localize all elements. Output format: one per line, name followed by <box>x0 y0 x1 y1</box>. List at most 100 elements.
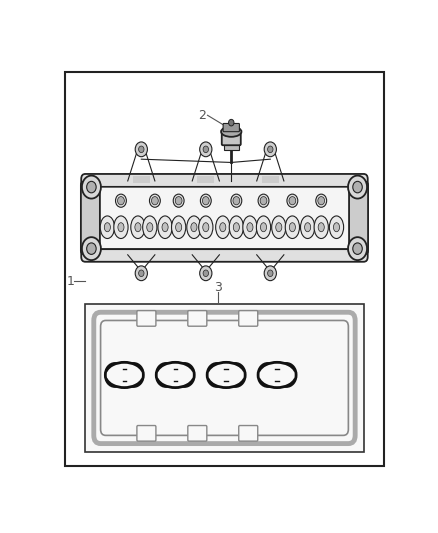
Circle shape <box>156 364 175 386</box>
Ellipse shape <box>261 223 267 232</box>
Ellipse shape <box>135 223 141 232</box>
Circle shape <box>202 197 209 205</box>
Ellipse shape <box>116 194 127 207</box>
FancyBboxPatch shape <box>188 311 207 326</box>
Ellipse shape <box>304 223 311 232</box>
Ellipse shape <box>256 216 271 238</box>
Circle shape <box>289 197 296 205</box>
Ellipse shape <box>300 216 315 238</box>
Ellipse shape <box>131 216 145 238</box>
Bar <box>268 364 286 386</box>
Circle shape <box>348 237 367 260</box>
Ellipse shape <box>172 216 186 238</box>
Bar <box>262 175 279 183</box>
FancyBboxPatch shape <box>239 425 258 441</box>
Ellipse shape <box>247 223 253 232</box>
Circle shape <box>117 197 124 205</box>
Circle shape <box>229 119 234 126</box>
Ellipse shape <box>162 223 168 232</box>
Circle shape <box>226 364 245 386</box>
Ellipse shape <box>176 223 182 232</box>
Ellipse shape <box>285 216 300 238</box>
Bar <box>115 364 134 386</box>
Ellipse shape <box>100 216 114 238</box>
Ellipse shape <box>114 216 128 238</box>
Circle shape <box>264 266 276 281</box>
Circle shape <box>268 146 273 152</box>
Circle shape <box>203 146 208 152</box>
Circle shape <box>200 266 212 281</box>
Ellipse shape <box>173 194 184 207</box>
FancyBboxPatch shape <box>137 425 156 441</box>
Circle shape <box>207 364 226 386</box>
Circle shape <box>135 266 148 281</box>
Ellipse shape <box>220 223 226 232</box>
Circle shape <box>277 364 296 386</box>
Circle shape <box>87 243 96 254</box>
Circle shape <box>105 364 124 386</box>
Bar <box>217 364 236 386</box>
Ellipse shape <box>333 223 339 232</box>
FancyBboxPatch shape <box>101 320 348 435</box>
FancyBboxPatch shape <box>81 174 368 262</box>
Circle shape <box>175 364 194 386</box>
Circle shape <box>260 197 267 205</box>
Ellipse shape <box>272 216 286 238</box>
Ellipse shape <box>149 194 160 207</box>
Circle shape <box>124 364 143 386</box>
Text: 2: 2 <box>198 109 206 122</box>
Circle shape <box>318 197 325 205</box>
Ellipse shape <box>187 216 201 238</box>
Circle shape <box>82 175 101 199</box>
Bar <box>197 175 214 183</box>
Ellipse shape <box>276 223 282 232</box>
FancyBboxPatch shape <box>349 182 368 254</box>
Circle shape <box>348 175 367 199</box>
Circle shape <box>258 364 277 386</box>
Circle shape <box>138 270 144 277</box>
Text: 4: 4 <box>207 369 215 382</box>
Bar <box>85 304 364 452</box>
Ellipse shape <box>215 216 230 238</box>
Ellipse shape <box>287 194 298 207</box>
Circle shape <box>82 237 101 260</box>
Ellipse shape <box>316 194 327 207</box>
Ellipse shape <box>203 223 209 232</box>
Ellipse shape <box>329 216 344 238</box>
FancyBboxPatch shape <box>137 311 156 326</box>
Circle shape <box>200 142 212 157</box>
Circle shape <box>203 270 208 277</box>
Text: 1: 1 <box>67 275 75 288</box>
Ellipse shape <box>200 194 211 207</box>
Ellipse shape <box>318 223 324 232</box>
Circle shape <box>268 270 273 277</box>
Ellipse shape <box>143 216 157 238</box>
Ellipse shape <box>158 216 172 238</box>
Circle shape <box>353 243 362 254</box>
Bar <box>166 364 185 386</box>
Ellipse shape <box>231 194 242 207</box>
FancyBboxPatch shape <box>223 124 240 132</box>
Circle shape <box>233 197 240 205</box>
Ellipse shape <box>290 223 295 232</box>
FancyBboxPatch shape <box>222 133 241 145</box>
Circle shape <box>152 197 158 205</box>
Ellipse shape <box>221 126 241 137</box>
Circle shape <box>175 197 182 205</box>
Circle shape <box>87 181 96 193</box>
Circle shape <box>353 181 362 193</box>
Bar <box>133 175 150 183</box>
Ellipse shape <box>233 223 240 232</box>
Ellipse shape <box>229 216 244 238</box>
Circle shape <box>138 146 144 152</box>
Ellipse shape <box>104 223 110 232</box>
Ellipse shape <box>118 223 124 232</box>
FancyBboxPatch shape <box>94 312 355 443</box>
Circle shape <box>135 142 148 157</box>
FancyBboxPatch shape <box>239 311 258 326</box>
Ellipse shape <box>191 223 197 232</box>
Ellipse shape <box>147 223 153 232</box>
Circle shape <box>264 142 276 157</box>
FancyBboxPatch shape <box>88 187 360 248</box>
Ellipse shape <box>258 194 269 207</box>
